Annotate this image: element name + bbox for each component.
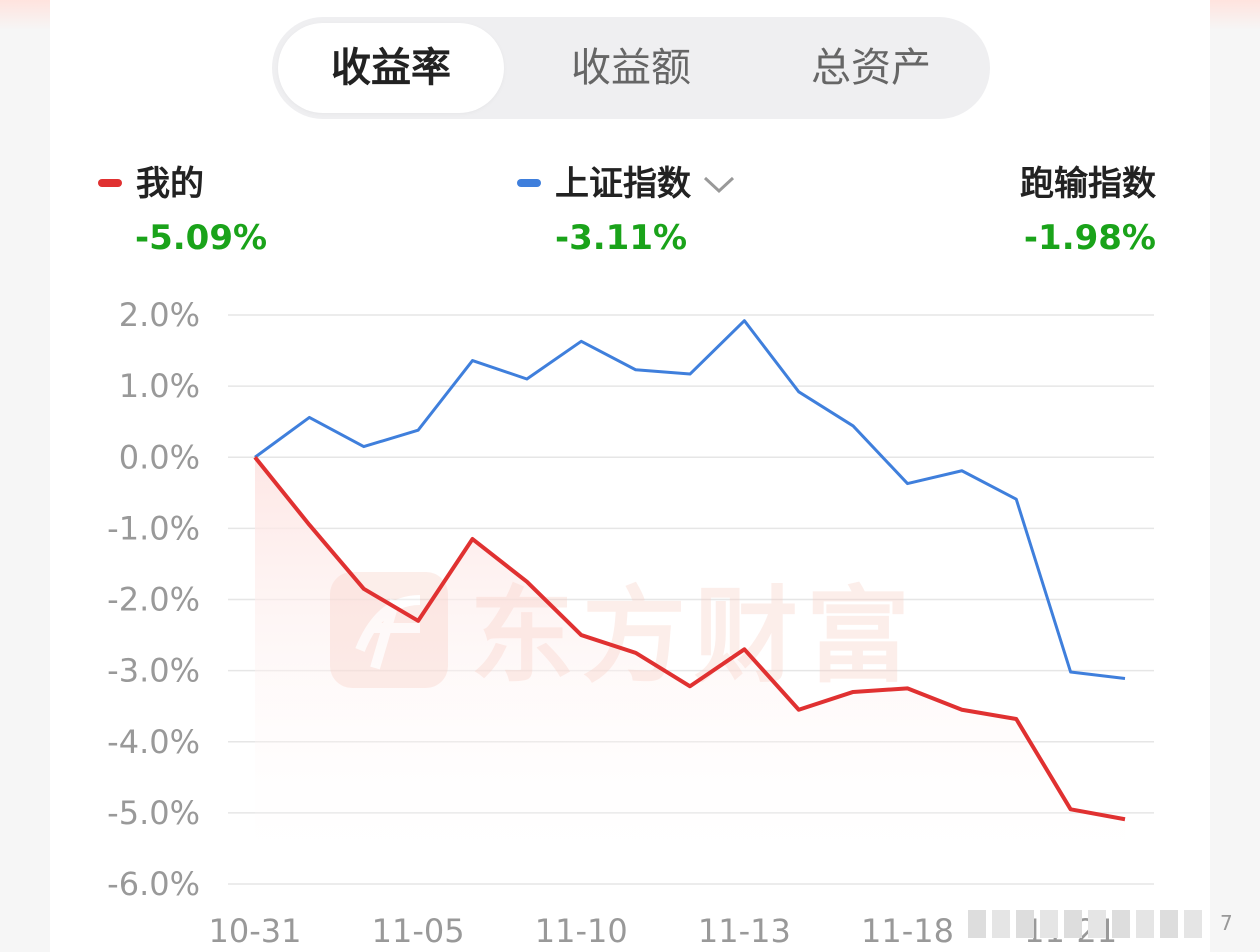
watermark-logo: 东方财富 [330,572,910,697]
tab-return-rate[interactable]: 收益率 [278,23,504,113]
series-line-mine [253,455,1126,822]
top-glow-right [1200,0,1260,30]
legend-diff-value: -1.98% [1023,218,1156,258]
chevron-down-icon[interactable] [701,162,737,206]
legend-diff: 跑输指数 [1020,162,1156,206]
x-tick-label: 11-10 [535,912,628,950]
y-tick-label: -3.0% [107,652,200,690]
legend-index-value: -3.11% [555,218,688,258]
legend-mine: 我的 [98,162,204,206]
legend-mine-label: 我的 [136,164,204,204]
legend-mine-swatch [98,178,122,187]
x-tick-label: 11-05 [372,912,465,950]
x-tick-label: 11-13 [698,912,791,950]
legend-diff-label: 跑输指数 [1020,164,1156,204]
y-tick-label: -2.0% [107,581,200,619]
y-tick-label: 0.0% [119,438,200,476]
x-tick-label: 10-31 [209,912,302,950]
area-fill-mine [255,457,1125,884]
legend-index-selector[interactable]: 上证指数 [517,162,737,206]
metric-tab-bar: 收益率 收益额 总资产 [272,17,990,119]
series-line-index [254,319,1126,680]
y-tick-label: -6.0% [107,865,200,903]
page-indicator: 7 [1220,911,1233,935]
x-tick-label: 11-18 [861,912,954,950]
tab-total-assets[interactable]: 总资产 [811,45,931,91]
y-tick-label: -4.0% [107,723,200,761]
legend-index-label: 上证指数 [555,164,691,204]
preview-strip-icon: 7 [968,910,1233,938]
y-tick-label: -1.0% [107,509,200,547]
y-tick-label: 2.0% [119,296,200,334]
legend-mine-value: -5.09% [135,218,268,258]
y-tick-label: -5.0% [107,794,200,832]
y-tick-label: 1.0% [119,367,200,405]
legend-index-swatch [517,178,541,187]
tab-return-amount[interactable]: 收益额 [571,45,691,91]
